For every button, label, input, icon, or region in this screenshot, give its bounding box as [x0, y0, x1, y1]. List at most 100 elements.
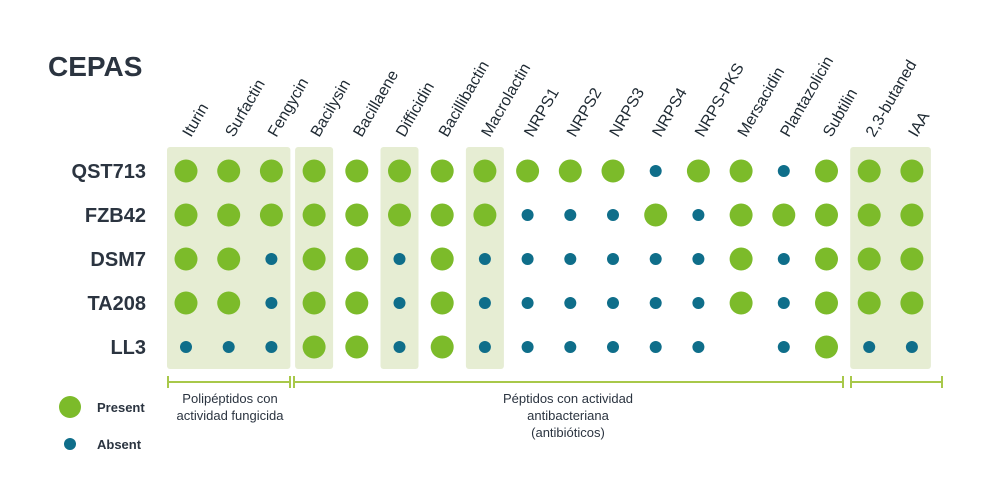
- present-dot: [815, 335, 838, 359]
- present-dot: [174, 159, 198, 183]
- column-labels: Iturin SurfactinFengycinBacilysinBacillae…: [180, 54, 934, 140]
- row-label: QST713: [72, 161, 146, 183]
- absent-dot: [265, 297, 278, 309]
- absent-dot: [521, 253, 534, 265]
- absent-dot: [478, 297, 491, 309]
- present-dot: [174, 291, 198, 315]
- chart-title: CEPAS: [48, 51, 142, 82]
- absent-dot: [478, 341, 491, 353]
- group-bracket: [167, 376, 291, 388]
- present-dot: [815, 247, 838, 271]
- row-label: DSM7: [90, 249, 146, 271]
- absent-dot: [265, 253, 278, 265]
- row-label: FZB42: [85, 205, 146, 227]
- absent-dot: [607, 341, 619, 353]
- present-dot: [388, 159, 411, 183]
- column-label: IAA: [906, 109, 934, 140]
- present-dot: [217, 247, 241, 271]
- present-dot: [772, 203, 796, 227]
- present-dot: [729, 203, 753, 227]
- present-dot: [302, 247, 326, 271]
- column-label: Bacilysin: [308, 77, 354, 140]
- group-brackets: [167, 376, 943, 388]
- present-dot: [217, 203, 241, 227]
- present-dot: [644, 203, 668, 227]
- present-dot: [345, 335, 369, 359]
- group-bracket: [850, 376, 943, 388]
- present-dot: [815, 203, 838, 227]
- absent-dot: [777, 253, 790, 265]
- present-dot: [302, 159, 326, 183]
- legend-present-label: Present: [97, 400, 145, 415]
- absent-dot: [521, 209, 534, 221]
- column-label: NRPS3: [607, 85, 648, 140]
- absent-dot: [777, 165, 790, 177]
- present-dot: [601, 159, 625, 183]
- present-dot: [345, 291, 369, 315]
- absent-dot: [564, 209, 577, 221]
- present-dot: [900, 247, 924, 271]
- group-label-line: Péptidos con actividad: [503, 391, 633, 406]
- present-dot: [430, 203, 454, 227]
- absent-dot: [564, 341, 577, 353]
- present-dot: [516, 159, 540, 183]
- present-dot: [302, 291, 326, 315]
- column-label: Subtilin: [820, 86, 861, 140]
- absent-dot: [393, 253, 406, 265]
- present-dot: [302, 335, 326, 359]
- column-label: NRPS2: [564, 85, 605, 140]
- present-dot: [345, 159, 369, 183]
- group-label-line: Polipéptidos con: [182, 391, 277, 406]
- group-bracket: [293, 376, 844, 388]
- present-dot: [430, 291, 454, 315]
- present-dot: [430, 247, 454, 271]
- absent-dot: [649, 253, 662, 265]
- column-label: Difficidin: [393, 79, 438, 140]
- absent-dot: [180, 341, 192, 353]
- group-label-line: actividad fungicida: [177, 408, 285, 423]
- absent-dot: [692, 297, 705, 309]
- group-label-antibacterial: Péptidos con actividad antibacteriana (a…: [503, 391, 633, 440]
- present-dot: [900, 203, 924, 227]
- row-label: LL3: [110, 337, 146, 359]
- present-dot: [430, 335, 454, 359]
- absent-dot: [692, 341, 705, 353]
- legend: Present Absent: [59, 396, 145, 452]
- column-label: Fengycin: [265, 75, 312, 140]
- absent-dot: [564, 253, 577, 265]
- present-dot: [729, 247, 753, 271]
- present-dot: [473, 159, 497, 183]
- column-label: NRPS4: [649, 85, 690, 140]
- legend-absent-label: Absent: [97, 437, 142, 452]
- absent-dot: [777, 341, 790, 353]
- absent-dot: [478, 253, 491, 265]
- absent-dot: [777, 297, 790, 309]
- present-dot: [815, 159, 838, 183]
- present-dot: [729, 291, 753, 315]
- absent-dot: [649, 165, 662, 177]
- present-dot: [259, 159, 283, 183]
- present-dot: [345, 247, 369, 271]
- absent-dot: [863, 341, 876, 353]
- present-dot: [857, 159, 881, 183]
- present-dot: [174, 247, 198, 271]
- present-dot: [217, 159, 241, 183]
- column-label: Iturin: [180, 101, 213, 140]
- present-dot: [345, 203, 369, 227]
- absent-dot: [692, 253, 705, 265]
- column-label: Surfactin: [222, 77, 268, 140]
- present-dot: [815, 291, 838, 315]
- present-dot: [174, 203, 198, 227]
- present-dot: [302, 203, 326, 227]
- present-dot: [900, 159, 924, 183]
- present-dot: [430, 159, 454, 183]
- present-dot: [217, 291, 241, 315]
- row-label: TA208: [87, 293, 146, 315]
- data-dots: [174, 159, 924, 359]
- present-dot: [388, 203, 411, 227]
- present-dot: [686, 159, 710, 183]
- column-label: NRPS1: [521, 85, 562, 140]
- present-dot: [857, 203, 881, 227]
- absent-dot: [649, 341, 662, 353]
